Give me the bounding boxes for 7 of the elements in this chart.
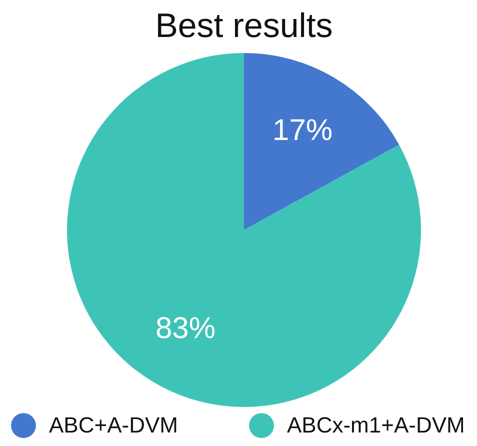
pie-slice (67, 53, 421, 407)
pie-slice (244, 53, 400, 230)
legend-label: ABC+A-DVM (49, 412, 178, 438)
chart-title: Best results (155, 7, 333, 45)
legend-label: ABCx-m1+A-DVM (287, 412, 465, 438)
data-label: 83% (155, 312, 216, 345)
data-label: 17% (272, 114, 333, 148)
